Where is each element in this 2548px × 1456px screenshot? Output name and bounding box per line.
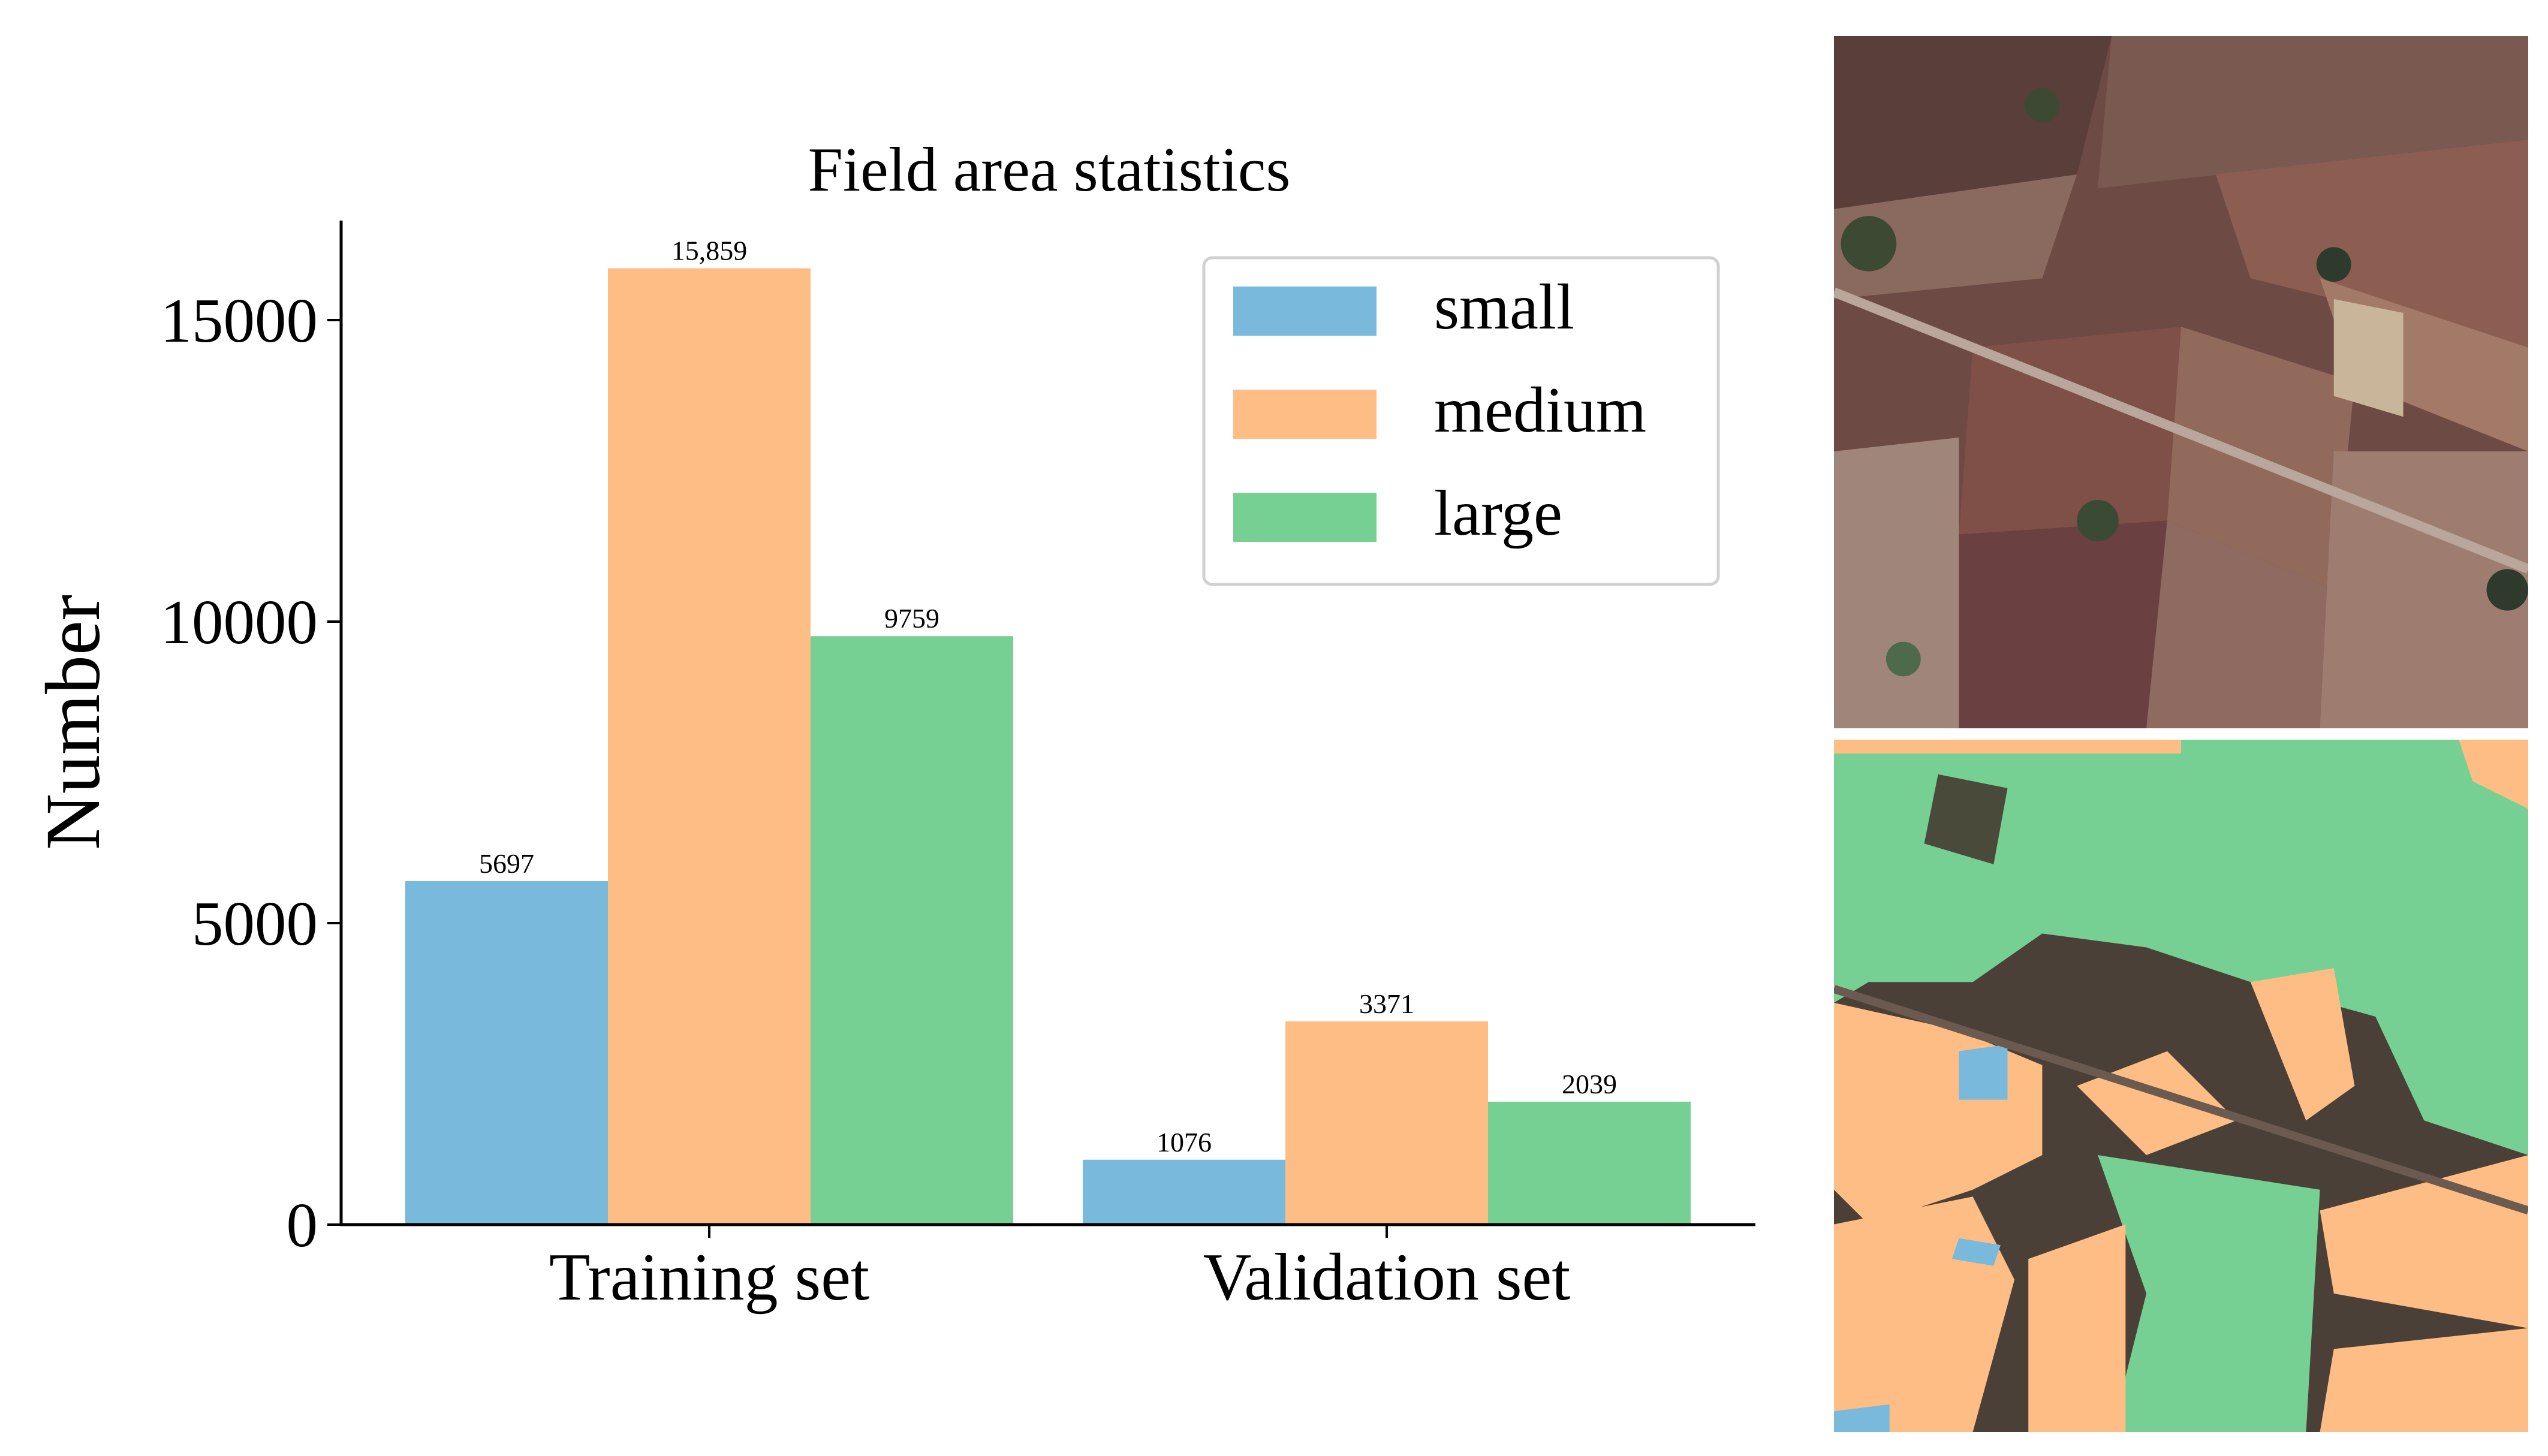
data-label: 15,859 [671,236,748,266]
data-label: 3371 [1359,988,1414,1019]
bar-medium-0 [608,268,811,1225]
legend-label-small: small [1434,272,1574,343]
chart-title: Field area statistics [808,134,1291,204]
y-tick-label: 10000 [161,587,318,657]
data-label: 9759 [884,603,939,634]
legend: small medium large [1202,256,1720,586]
legend-swatch-small [1233,287,1377,336]
legend-swatch-medium [1233,390,1377,439]
segmentation-mask-image [1834,740,2528,1432]
x-tick-label: Training set [549,1240,869,1315]
y-tick-label: 5000 [192,888,318,958]
y-axis-label: Number [30,595,116,850]
legend-swatch-large [1233,493,1377,542]
bar-medium-1 [1285,1021,1488,1225]
legend-label-medium: medium [1434,375,1646,446]
satellite-image [1834,36,2528,728]
bar-small-0 [405,881,608,1225]
y-tick-label: 0 [287,1190,318,1260]
x-tick-label: Validation set [1203,1240,1571,1315]
bar-large-1 [1488,1101,1691,1225]
bar-large-0 [811,636,1013,1225]
data-label: 1076 [1156,1127,1212,1157]
y-tick-label: 15000 [161,285,318,355]
bar-small-1 [1083,1159,1285,1225]
data-label: 5697 [479,848,534,879]
data-label: 2039 [1562,1069,1617,1099]
bar-chart: Field area statistics Number 5697 1076 15,… [30,134,1755,1315]
legend-label-large: large [1434,478,1562,549]
